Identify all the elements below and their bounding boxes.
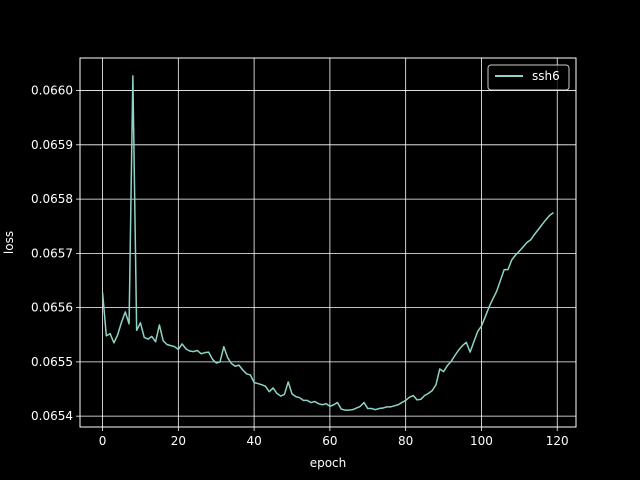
- y-tick-label: 0.0655: [31, 355, 73, 369]
- grid: [80, 58, 576, 427]
- x-axis-ticks: 0 20 40 60 80 100 120: [99, 427, 569, 448]
- legend: ssh6: [487, 64, 570, 91]
- x-tick-label: 0: [99, 434, 107, 448]
- series-layer: [101, 75, 554, 411]
- series-line-ssh6: [101, 75, 554, 411]
- axes-frame: [79, 57, 577, 428]
- y-tick-label: 0.0654: [31, 409, 73, 423]
- x-tick-label: 100: [470, 434, 493, 448]
- x-tick-label: 40: [246, 434, 261, 448]
- x-tick-label: 80: [398, 434, 413, 448]
- y-axis-ticks: 0.0654 0.0655 0.0656 0.0657 0.0658 0.0659 0.06…: [31, 84, 80, 423]
- x-axis-label: epoch: [310, 456, 347, 470]
- x-tick-label: 20: [171, 434, 186, 448]
- x-tick-label: 120: [546, 434, 569, 448]
- y-tick-label: 0.0656: [31, 301, 73, 315]
- x-tick-label: 60: [322, 434, 337, 448]
- y-tick-label: 0.0660: [31, 84, 73, 98]
- legend-box: [487, 64, 570, 91]
- y-axis-label: loss: [2, 231, 16, 254]
- y-tick-label: 0.0658: [31, 192, 73, 206]
- y-tick-label: 0.0659: [31, 138, 73, 152]
- y-tick-label: 0.0657: [31, 246, 73, 260]
- legend-label-ssh6: ssh6: [532, 69, 560, 83]
